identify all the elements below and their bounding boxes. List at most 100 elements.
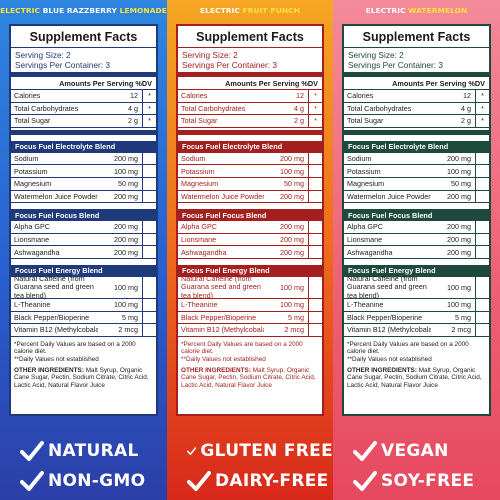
daily-value [142,177,156,190]
nutrient-row: Total Carbohydrates 4 g * [178,102,322,116]
thick-divider [344,72,489,77]
claim-text: DAIRY-FREE [215,471,329,491]
nutrient-name: Total Sugar [347,116,384,126]
electrolyte-blend-header: Focus Fuel Electrolyte Blend [11,140,156,153]
nutrient-amount: 200 mg [447,235,471,245]
servings-per-container: Servings Per Container: 3 [348,60,444,70]
claim-text: SOY-FREE [381,471,475,491]
other-ingredients-text: Malt Syrup, Organic Cane Sugar, Pectin, … [181,366,316,389]
electrolyte-blend-header: Focus Fuel Electrolyte Blend [178,140,322,153]
nutrient-amount: 2 mcg [118,325,138,335]
footnotes: *Percent Daily Values are based on a 200… [11,337,156,364]
footnotes: *Percent Daily Values are based on a 200… [178,337,322,364]
nutrient-name: Potassium [14,166,48,176]
flavor-name: ELECTRIC BLUE RAZZBERRY LEMONADE [0,6,167,15]
nutrient-amount: 100 mg [114,282,138,292]
nutrient-amount: 200 mg [280,191,304,201]
nutrient-name: Vitamin B12 (Methylcobalamin) [181,325,264,335]
nutrient-amount: 100 mg [447,282,471,292]
nutrient-name: Magnesium [14,179,52,189]
nutrient-name: Potassium [181,166,215,176]
nutrient-amount: 200 mg [447,154,471,164]
nutrient-name: Natural Caffeine (from Guarana seed and … [347,274,427,300]
divider [11,47,156,48]
nutrient-row: Potassium 100 mg [178,165,322,178]
daily-value [475,324,489,336]
focus-blend-header: Focus Fuel Focus Blend [178,209,322,222]
nutrient-amount: 100 mg [447,166,471,176]
nutrient-name: Black Pepper/Bioperine [181,312,257,322]
macros-list: Calories 12 * Total Carbohydrates 4 g * Total … [178,90,322,128]
footnote-daily-values: *Percent Daily Values are based on a 200… [347,340,469,356]
footnote-not-established: **Daily Values not established [347,355,432,363]
claims: GLUTEN FREE DAIRY-FREE [167,436,333,496]
nutrient-name: L-Theanine [14,300,51,310]
nutrient-name: Alpha GPC [14,222,50,232]
daily-value: * [475,90,489,102]
claim-item: NATURAL [0,436,167,466]
claim-item: SOY-FREE [333,466,500,496]
daily-value [308,152,322,165]
claims: NATURAL NON-GMO [0,436,167,496]
claim-text: NATURAL [48,441,139,461]
flavor-word-2: FRUIT PUNCH [239,6,301,15]
daily-value [308,324,322,336]
supplement-facts-label: Supplement Facts Serving Size: 2 Serving… [9,24,158,416]
nutrient-amount: 200 mg [114,222,138,232]
claim-text: VEGAN [381,441,449,461]
energy-blend-list: Natural Caffeine (from Guarana seed and … [11,275,156,337]
energy-blend-header: Focus Fuel Energy Blend [178,264,322,277]
daily-value [308,311,322,324]
nutrient-row: Calories 12 * [178,90,322,103]
daily-value [142,246,156,258]
claim-item: NON-GMO [0,466,167,496]
daily-value [142,152,156,165]
nutrient-name: Watermelon Juice Powder [14,191,98,201]
nutrient-row: Ashwagandha 200 mg [11,246,156,259]
focus-blend-list: Alpha GPC 200 mg Lionsmane 200 mg Ashwagandh… [11,221,156,259]
flavor-word-1: ELECTRIC [365,6,406,15]
flavor-panel: ELECTRIC FRUIT PUNCH Supplement Facts Se… [167,0,333,500]
check-icon [20,471,44,491]
nutrient-row: Sodium 200 mg [11,152,156,166]
nutrient-name: Calories [14,91,41,101]
nutrient-amount: 2 g [128,116,138,126]
nutrient-row: Magnesium 50 mg [178,177,322,191]
nutrient-row: Sodium 200 mg [344,152,489,166]
nutrient-name: Ashwagandha [347,247,393,257]
other-ingredients-label: OTHER INGREDIENTS: [181,366,251,374]
supplement-facts-title: Supplement Facts [362,30,471,44]
daily-value [308,221,322,233]
focus-blend-list: Alpha GPC 200 mg Lionsmane 200 mg Ashwagandh… [344,221,489,259]
nutrient-name: Calories [347,91,374,101]
nutrient-row: Lionsmane 200 mg [11,233,156,247]
other-ingredients: OTHER INGREDIENTS: Malt Syrup, Organic C… [11,364,156,390]
nutrient-amount: 200 mg [114,191,138,201]
claim-text: GLUTEN FREE [200,441,333,461]
daily-value [475,177,489,190]
daily-value [475,233,489,246]
nutrient-row: L-Theanine 100 mg [11,298,156,312]
nutrient-name: Lionsmane [181,235,217,245]
check-icon [353,471,377,491]
other-ingredients-label: OTHER INGREDIENTS: [14,366,84,374]
footnote-not-established: **Daily Values not established [14,355,99,363]
focus-blend-list: Alpha GPC 200 mg Lionsmane 200 mg Ashwagandh… [178,221,322,259]
electrolyte-blend-list: Sodium 200 mg Potassium 100 mg Magnesium 50 m… [344,152,489,204]
daily-value [308,177,322,190]
flavor-word-2: BLUE RAZZBERRY [40,6,117,15]
nutrient-amount: 100 mg [114,300,138,310]
nutrient-row: Total Carbohydrates 4 g * [11,102,156,116]
nutrient-name: Sodium [181,154,206,164]
nutrient-amount: 200 mg [447,222,471,232]
footnote-daily-values: *Percent Daily Values are based on a 200… [181,340,303,356]
daily-value [475,165,489,177]
nutrient-name: Alpha GPC [181,222,217,232]
supplement-facts-title: Supplement Facts [196,30,304,44]
servings-per-container: Servings Per Container: 3 [182,60,278,70]
nutrient-amount: 200 mg [114,154,138,164]
nutrient-amount: 2 mcg [451,325,471,335]
nutrient-row: Potassium 100 mg [344,165,489,178]
thick-divider [178,129,322,135]
nutrient-amount: 50 mg [284,179,304,189]
